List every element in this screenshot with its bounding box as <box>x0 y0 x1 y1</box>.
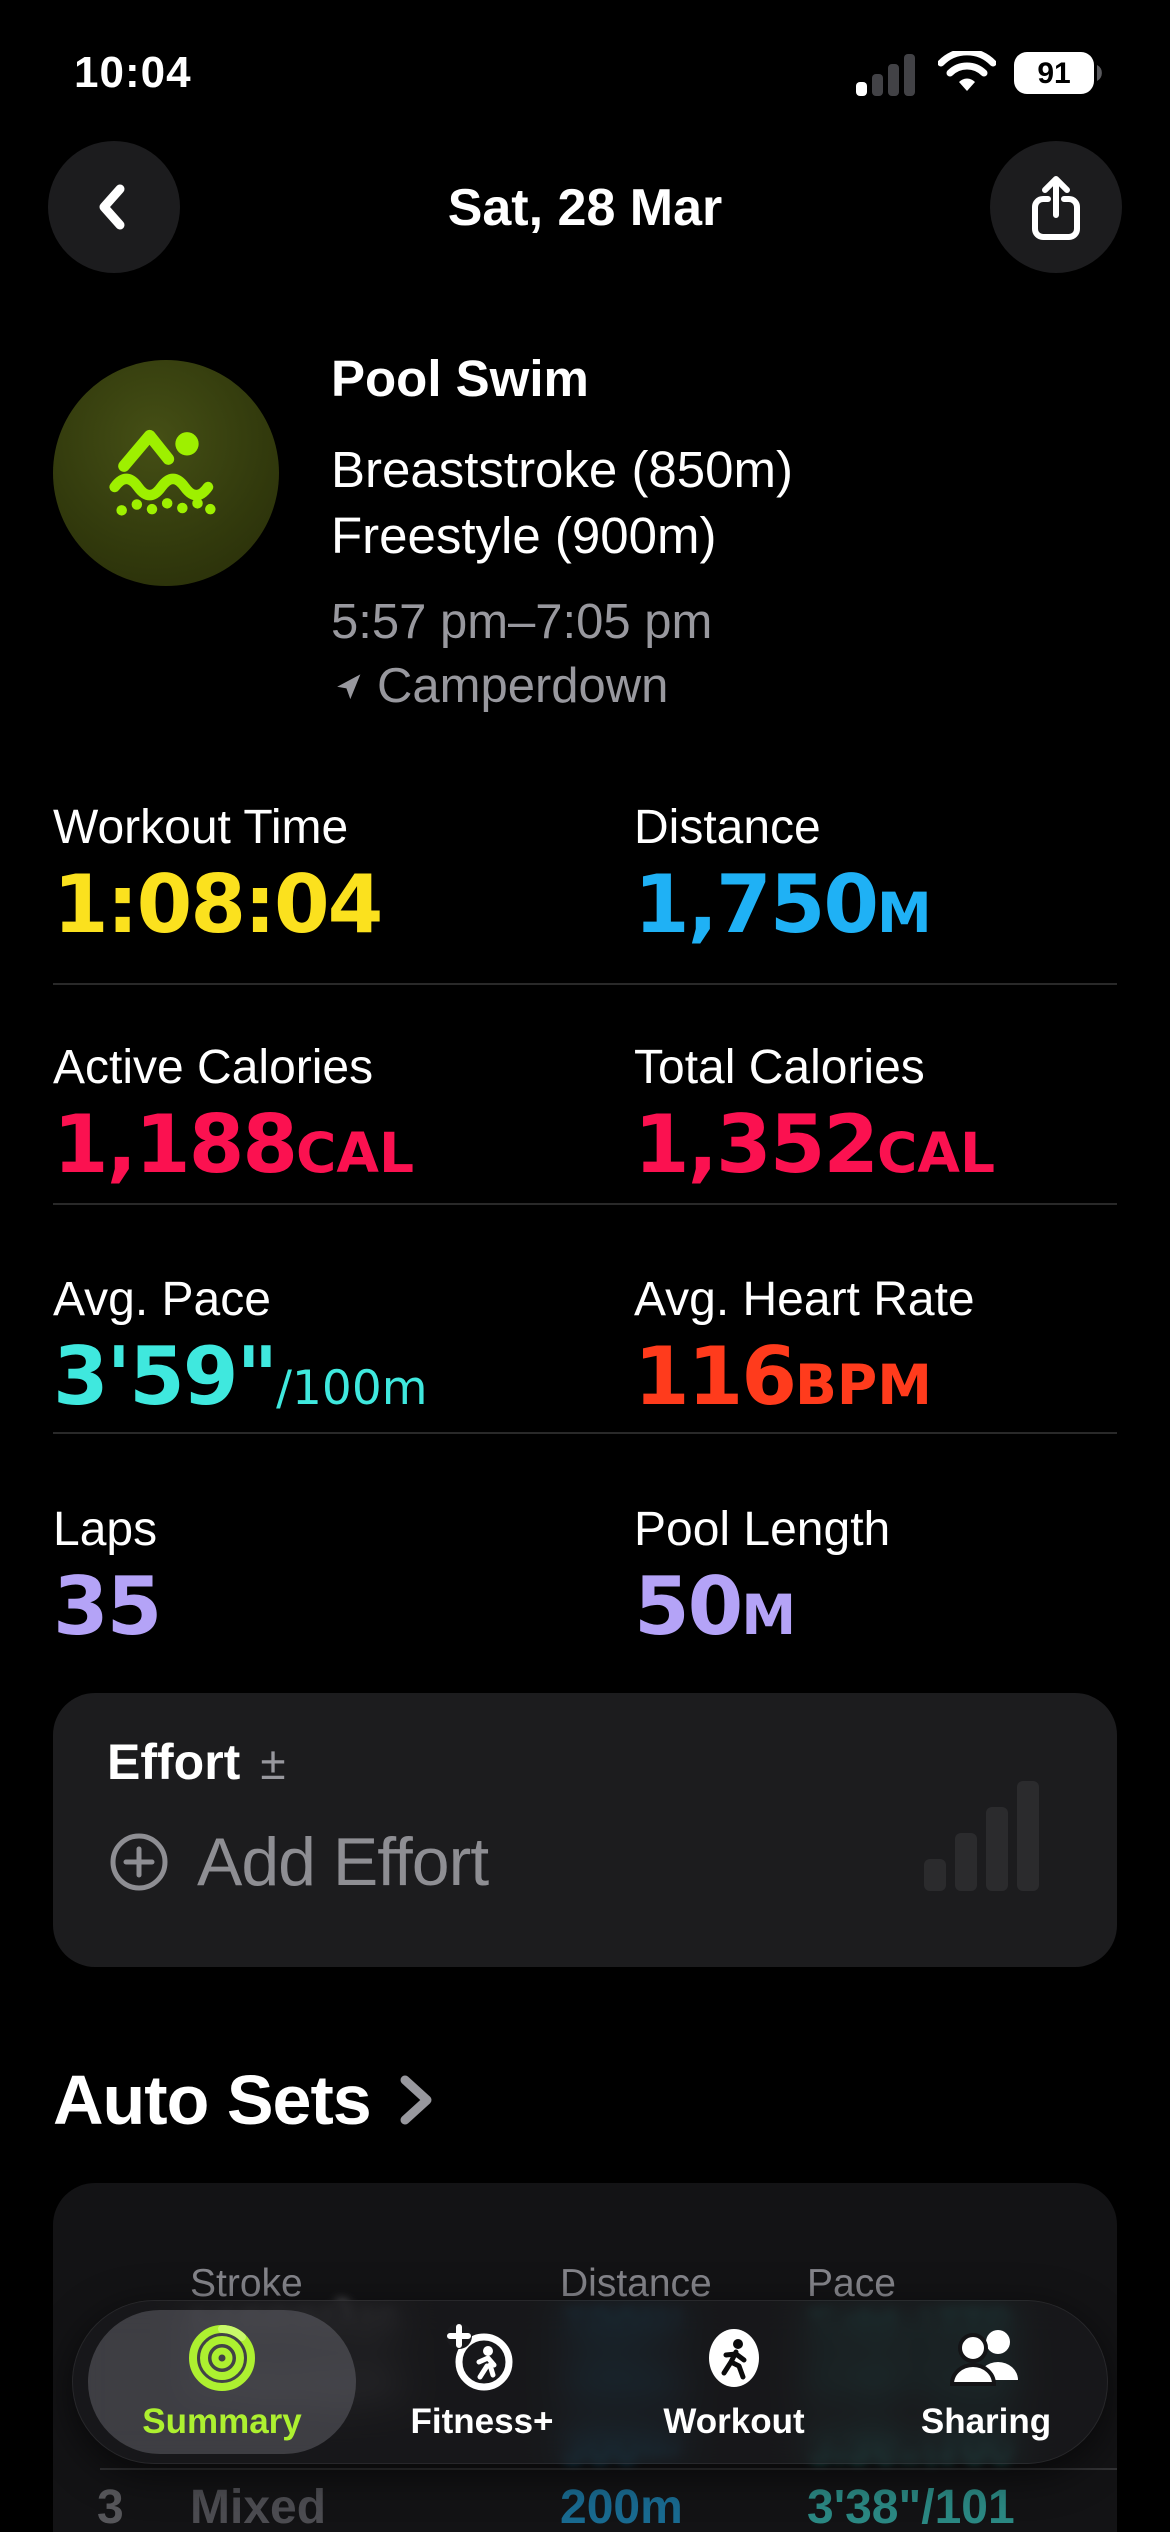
metric-value-distance: 1,750M <box>634 858 932 951</box>
workout-location: Camperdown <box>331 658 668 714</box>
location-arrow-icon <box>331 669 365 703</box>
add-effort-button[interactable]: Add Effort <box>107 1823 489 1901</box>
metric-value-pool-length: 50M <box>634 1560 797 1653</box>
tab-label: Workout <box>663 2402 805 2441</box>
table-row: 3 Mixed 200m 3'38"/101 <box>97 2481 1015 2532</box>
workout-stroke-line-2: Freestyle (900m) <box>331 507 717 564</box>
metric-label-avg-pace: Avg. Pace <box>53 1273 271 1326</box>
divider <box>53 983 1117 985</box>
effort-card: Effort ± Add Effort <box>53 1693 1117 1967</box>
metric-value-avg-pace: 3'59"/100m <box>53 1330 428 1423</box>
location-name: Camperdown <box>377 659 669 713</box>
workout-runner-icon <box>698 2322 770 2394</box>
column-header-stroke: Stroke <box>190 2262 303 2305</box>
tab-sharing[interactable]: Sharing <box>860 2300 1112 2464</box>
plus-circle-icon <box>107 1830 171 1894</box>
pool-swim-icon <box>96 403 236 543</box>
back-button[interactable] <box>48 141 180 273</box>
divider <box>100 2468 1117 2470</box>
battery-icon: 91 <box>1014 50 1104 96</box>
metric-value-avg-heart-rate: 116BPM <box>634 1330 932 1423</box>
workout-stroke-line-1: Breaststroke (850m) <box>331 441 793 498</box>
battery-percent-text: 91 <box>1037 57 1070 90</box>
divider <box>53 1432 1117 1434</box>
effort-title: Effort ± <box>107 1734 286 1790</box>
metric-label-workout-time: Workout Time <box>53 801 349 854</box>
tab-summary[interactable]: Summary <box>88 2300 356 2464</box>
chevron-left-icon <box>86 179 142 235</box>
metric-label-pool-length: Pool Length <box>634 1503 891 1556</box>
column-header-pace: Pace <box>807 2262 896 2305</box>
metric-label-avg-heart-rate: Avg. Heart Rate <box>634 1273 975 1326</box>
divider <box>53 1203 1117 1205</box>
tab-label: Fitness+ <box>410 2402 554 2441</box>
effort-bars-icon <box>924 1781 1039 1891</box>
cellular-signal-icon <box>856 50 920 96</box>
add-effort-label: Add Effort <box>197 1824 489 1900</box>
workout-type-avatar <box>53 360 279 586</box>
plus-minus-icon: ± <box>260 1737 286 1789</box>
metric-value-workout-time: 1:08:04 <box>53 858 383 951</box>
tab-workout[interactable]: Workout <box>608 2300 860 2464</box>
metric-label-distance: Distance <box>634 801 821 854</box>
chevron-right-icon <box>397 2072 435 2128</box>
column-header-distance: Distance <box>560 2262 712 2305</box>
status-bar-time: 10:04 <box>74 48 192 97</box>
metric-value-active-calories: 1,188CAL <box>53 1098 415 1191</box>
tab-label: Summary <box>142 2402 302 2441</box>
wifi-icon <box>938 51 996 95</box>
tab-fitness-plus[interactable]: Fitness+ <box>356 2300 608 2464</box>
metric-value-total-calories: 1,352CAL <box>634 1098 996 1191</box>
sharing-people-icon <box>946 2322 1026 2394</box>
workout-type-title: Pool Swim <box>331 350 589 407</box>
metric-value-laps: 35 <box>53 1560 162 1653</box>
fitness-plus-icon <box>446 2322 518 2394</box>
metric-label-total-calories: Total Calories <box>634 1041 925 1094</box>
active-tab-background <box>88 2310 356 2454</box>
metric-label-laps: Laps <box>53 1503 158 1556</box>
activity-rings-icon <box>186 2322 258 2394</box>
share-icon <box>1024 173 1088 241</box>
workout-time-range: 5:57 pm–7:05 pm <box>331 595 713 649</box>
tab-bar: Summary Fitness+ <box>72 2300 1108 2464</box>
auto-sets-heading[interactable]: Auto Sets <box>53 2060 435 2140</box>
status-bar-icons: 91 <box>856 50 1104 96</box>
page-title: Sat, 28 Mar <box>447 179 723 237</box>
tab-label: Sharing <box>920 2402 1052 2441</box>
metric-label-active-calories: Active Calories <box>53 1041 374 1094</box>
share-button[interactable] <box>990 141 1122 273</box>
